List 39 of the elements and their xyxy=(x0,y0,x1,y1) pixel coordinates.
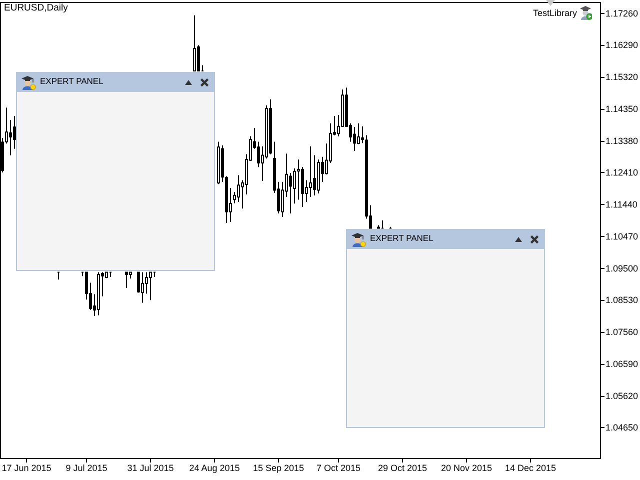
y-tick-label: 1.09500 xyxy=(606,263,638,274)
candlestick xyxy=(377,224,380,229)
y-tick-label: 1.14350 xyxy=(606,104,638,114)
annotation: TestLibrary xyxy=(532,8,577,19)
candlestick xyxy=(317,159,320,194)
candlestick xyxy=(193,14,196,72)
candlestick xyxy=(125,272,128,288)
y-tick-label: 1.12410 xyxy=(606,168,638,178)
candlestick xyxy=(149,272,152,301)
x-tick-label: 31 Jul 2015 xyxy=(127,463,174,473)
x-tick-label: 14 Dec 2015 xyxy=(504,463,556,473)
y-tick-label: 1.06590 xyxy=(606,358,638,369)
candlestick xyxy=(353,126,356,152)
candlestick xyxy=(381,220,384,229)
annotation: EXPERT PANEL xyxy=(40,76,104,86)
y-tick-label: 1.15320 xyxy=(606,72,638,82)
y-tick-label: 1.04650 xyxy=(606,422,638,433)
x-tick-label: 17 Jun 2015 xyxy=(2,463,52,473)
candlestick xyxy=(269,98,272,155)
x-tick-label: 20 Nov 2015 xyxy=(440,463,492,473)
x-tick-label: 9 Jul 2015 xyxy=(66,463,108,473)
y-tick-label: 1.08530 xyxy=(606,295,638,306)
y-tick-label: 1.10470 xyxy=(606,231,638,242)
y-tick-label: 1.07560 xyxy=(606,327,638,338)
y-tick-label: 1.11440 xyxy=(606,200,638,210)
y-tick-label: 1.13380 xyxy=(606,136,638,146)
y-tick-label: 1.17260 xyxy=(606,8,638,18)
candlestick xyxy=(97,272,100,316)
y-tick-label: 1.05620 xyxy=(606,390,638,401)
annotation: EXPERT PANEL xyxy=(370,233,434,244)
x-tick-label: 15 Sep 2015 xyxy=(252,463,304,473)
chart-title: EURUSD,Daily xyxy=(4,2,68,14)
x-tick-label: 29 Oct 2015 xyxy=(378,463,428,473)
candlestick xyxy=(141,272,144,304)
x-tick-label: 24 Aug 2015 xyxy=(189,463,240,473)
candlestick xyxy=(57,272,60,280)
candlestick xyxy=(217,141,220,185)
y-tick-label: 1.16290 xyxy=(606,40,638,50)
x-tick-label: 7 Oct 2015 xyxy=(316,463,361,473)
